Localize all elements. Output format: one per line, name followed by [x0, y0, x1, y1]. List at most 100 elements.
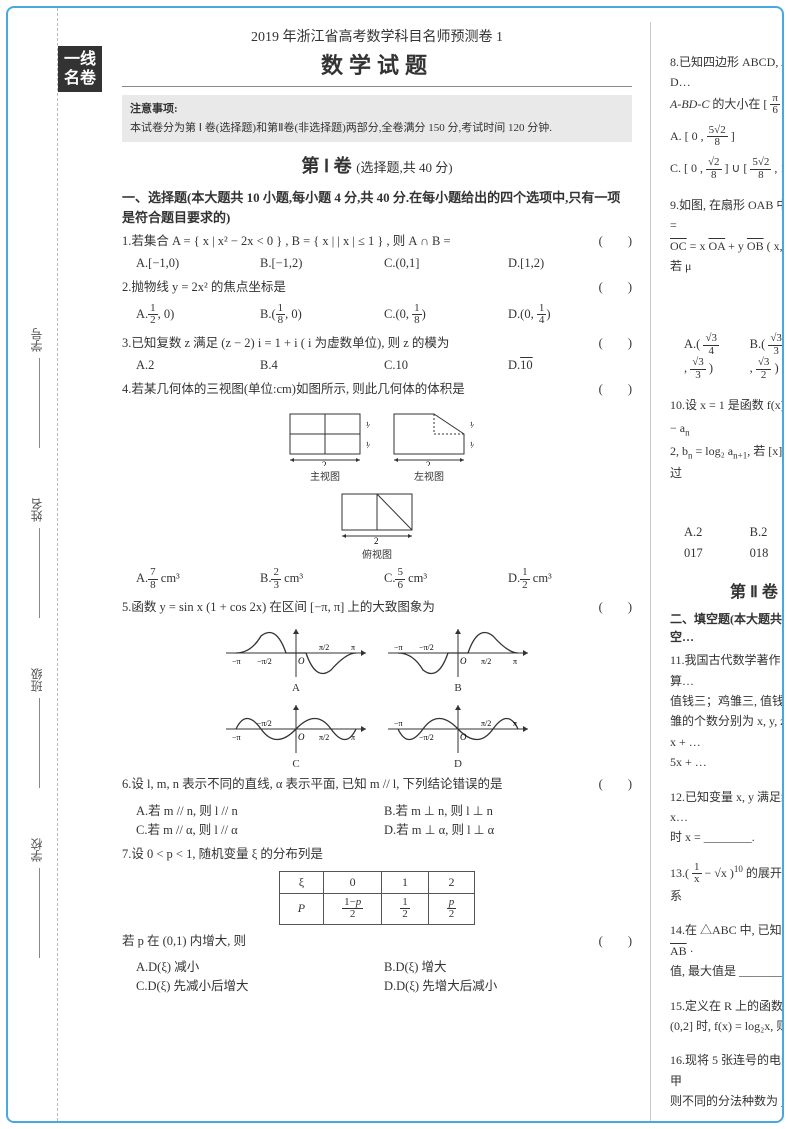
q4-stem: 4.若某几何体的三视图(单位:cm)如图所示, 则此几何体的体积是 [122, 382, 465, 396]
q4: 4.若某几何体的三视图(单位:cm)如图所示, 则此几何体的体积是 ( ) [122, 379, 632, 400]
q7-opt-a: A.D(ξ) 减小 [136, 956, 384, 975]
side-view-svg: ½ ½ 2 [384, 406, 474, 466]
answer-paren: ( ) [599, 333, 632, 354]
svg-text:π/2: π/2 [481, 657, 491, 666]
paper-title: 2019 年浙江省高考数学科目名师预测卷 1 [122, 26, 632, 46]
svg-text:2: 2 [374, 536, 379, 544]
q10-stem: 10.设 x = 1 是函数 f(x) = an+1 x³ − an [670, 395, 784, 440]
q4-opt-b: B.23 cm³ [260, 567, 384, 591]
q6-opt-b: B.若 m ⊥ n, 则 l ⊥ n [384, 800, 632, 819]
right-column: 8.已知四边形 ABCD, AB = BD = D… A-BD-C 的大小在 [… [658, 22, 784, 1121]
q14-stem: 14.在 △ABC 中, 已知 BC = 2, AB · [670, 920, 784, 961]
q15-line2: (0,2] 时, f(x) = log₂x, 则 f(1 [670, 1016, 784, 1036]
q1-opt-c: C.(0,1] [384, 256, 508, 271]
q8-stem: 8.已知四边形 ABCD, AB = BD = D… [670, 52, 784, 93]
q6-options: A.若 m // n, 则 l // n B.若 m ⊥ n, 则 l ⊥ n … [136, 800, 632, 838]
svg-text:π: π [351, 643, 355, 652]
q3-opt-d: D.10 [508, 358, 632, 373]
q8: 8.已知四边形 ABCD, AB = BD = D… A-BD-C 的大小在 [… [670, 52, 784, 181]
svg-text:−π/2: −π/2 [257, 719, 272, 728]
q1-stem: 1.若集合 A = { x | x² − 2x < 0 } , B = { x … [122, 234, 451, 248]
svg-text:½: ½ [470, 440, 474, 450]
gutter-line [39, 868, 40, 958]
q11-stem: 11.我国古代数学著作《张邱建算… [670, 650, 784, 691]
q16-line2: 则不同的分法种数为 ______ [670, 1091, 784, 1111]
svg-text:O: O [298, 656, 305, 666]
q11-line3: 雏的个数分别为 x, y, z, 则 { x + …5x + … [670, 711, 784, 772]
table-cell: 1 [382, 871, 429, 893]
q8-opt-a: A. [ 0 , 5√28 ] [670, 125, 784, 149]
q7: 7.设 0 < p < 1, 随机变量 ξ 的分布列是 [122, 844, 632, 865]
group-head: 一、选择题(本大题共 10 小题,每小题 4 分,共 40 分.在每小题给出的四… [122, 188, 632, 227]
table-cell: 12 [382, 893, 429, 924]
q5-graphs-row2: −π −π/2 O π/2 π C −π [122, 700, 632, 770]
answer-paren: ( ) [599, 277, 632, 298]
q1-opt-d: D.[1,2) [508, 256, 632, 271]
notice-head: 注意事项: [130, 101, 624, 118]
answer-paren: ( ) [599, 379, 632, 400]
q7-opt-d: D.D(ξ) 先增大后减小 [384, 975, 632, 994]
answer-paren: ( ) [599, 231, 632, 252]
q2-opt-a: A.12, 0) [136, 303, 260, 327]
q3-opt-c: C.10 [384, 358, 508, 373]
notice-body: 本试卷分为第 Ⅰ 卷(选择题)和第Ⅱ卷(非选择题)两部分,全卷满分 150 分,… [130, 120, 624, 137]
svg-text:π/2: π/2 [319, 643, 329, 652]
table-cell: 1−p2 [324, 893, 382, 924]
gutter-label-xuehao: 学号 [28, 328, 45, 352]
q9-stem: 9.如图, 在扇形 OAB 中, ∠AOB = [670, 195, 784, 236]
svg-text:O: O [298, 732, 305, 742]
side-view: ½ ½ 2 左视图 [384, 406, 474, 483]
q5-label-d: D [454, 758, 462, 770]
q2-opt-c: C.(0, 18) [384, 303, 508, 327]
content: 一线名卷 2019 年浙江省高考数学科目名师预测卷 1 数学试题 注意事项: 本… [58, 22, 782, 1121]
section1-title: 第 Ⅰ 卷 (选择题,共 40 分) [122, 152, 632, 178]
svg-text:−π: −π [394, 719, 403, 728]
q5: 5.函数 y = sin x (1 + cos 2x) 在区间 [−π, π] … [122, 597, 632, 618]
q7-opt-b: B.D(ξ) 增大 [384, 956, 632, 975]
q7-table: ξ 0 1 2 P 1−p2 12 p2 [279, 871, 476, 925]
q14-line2: 值, 最大值是 ________. [670, 961, 784, 981]
q10-opt-a: A.2 017 [684, 522, 723, 565]
q5-graph-a: −π −π/2 O π/2 π A [221, 624, 371, 694]
svg-text:2: 2 [322, 460, 327, 466]
q2: 2.抛物线 y = 2x² 的焦点坐标是 ( ) [122, 277, 632, 298]
q6-opt-a: A.若 m // n, 则 l // n [136, 800, 384, 819]
svg-text:−π: −π [232, 657, 241, 666]
q2-opt-d: D.(0, 14) [508, 303, 632, 327]
q10-opt-b: B.2 018 [750, 522, 784, 565]
q11-line2: 值钱三；鸡雏三, 值钱一. 凡百钱 [670, 691, 784, 711]
gutter-line [39, 528, 40, 618]
svg-text:π/2: π/2 [481, 719, 491, 728]
q10-options: A.2 017 B.2 018 [684, 522, 784, 565]
front-view: ½ ½ 2 主视图 [280, 406, 370, 483]
q15: 15.定义在 R 上的函数 f(x), 满足 (0,2] 时, f(x) = l… [670, 996, 784, 1037]
svg-text:−π/2: −π/2 [419, 733, 434, 742]
table-cell: p2 [428, 893, 475, 924]
q5-stem: 5.函数 y = sin x (1 + cos 2x) 在区间 [−π, π] … [122, 600, 435, 614]
table-row: ξ 0 1 2 [279, 871, 475, 893]
q7-opt-c: C.D(ξ) 先减小后增大 [136, 975, 384, 994]
q1-options: A.[−1,0) B.[−1,2) C.(0,1] D.[1,2) [136, 256, 632, 271]
svg-text:π: π [513, 719, 517, 728]
section1-sub: (选择题,共 40 分) [356, 160, 452, 175]
gutter-label-banji: 班级 [28, 668, 45, 692]
front-view-svg: ½ ½ 2 [280, 406, 370, 466]
q16: 16.现将 5 张连号的电影票分给甲 则不同的分法种数为 ______ [670, 1050, 784, 1111]
q7-tail-text: 若 p 在 (0,1) 内增大, 则 [122, 934, 246, 948]
q11: 11.我国古代数学著作《张邱建算… 值钱三；鸡雏三, 值钱一. 凡百钱 雏的个数… [670, 650, 784, 772]
side-view-label: 左视图 [414, 472, 444, 483]
svg-text:½: ½ [366, 420, 370, 430]
column-separator [650, 22, 651, 1121]
q5-label-b: B [454, 682, 461, 694]
q1-opt-b: B.[−1,2) [260, 256, 384, 271]
section1-title-text: 第 Ⅰ 卷 [301, 156, 351, 176]
q6-opt-c: C.若 m // α, 则 l // α [136, 819, 384, 838]
q9-options: A.( √34 , √33 ) B.( √33 , √32 ) [684, 333, 784, 381]
q9-opt-a: A.( √34 , √33 ) [684, 333, 723, 381]
notice-box: 注意事项: 本试卷分为第 Ⅰ 卷(选择题)和第Ⅱ卷(非选择题)两部分,全卷满分 … [122, 95, 632, 142]
gutter-line [39, 698, 40, 788]
svg-text:O: O [460, 656, 467, 666]
q5-label-c: C [292, 758, 299, 770]
answer-paren: ( ) [599, 931, 632, 952]
q4-views: ½ ½ 2 主视图 ½ ½ [122, 406, 632, 483]
